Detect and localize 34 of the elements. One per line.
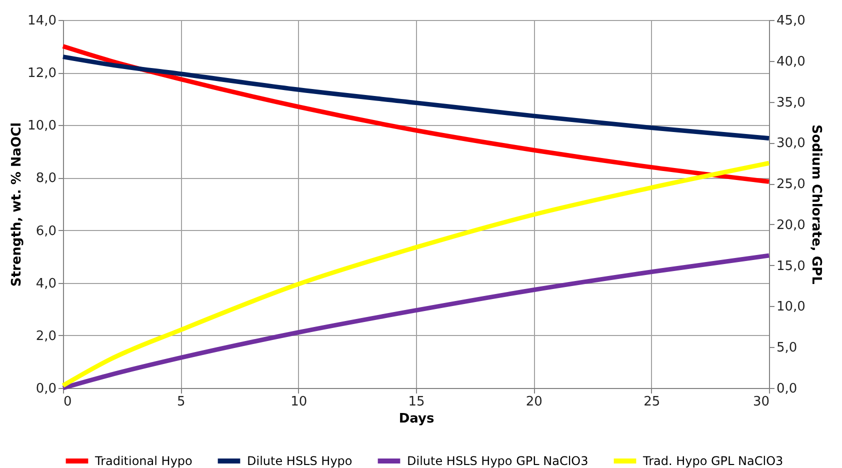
y2-tick-label: 0,0 xyxy=(776,382,798,396)
y2-tick-label: 30,0 xyxy=(776,136,806,152)
y2-tick-label: 5,0 xyxy=(776,340,798,356)
x-tick-label: 30 xyxy=(752,394,770,410)
y-tick-label: 14,0 xyxy=(28,14,56,28)
legend-label: Traditional Hypo xyxy=(94,454,192,468)
y2-axis-title: Sodium Chlorate, GPL xyxy=(808,124,824,284)
legend-label: Dilute HSLS Hypo xyxy=(247,454,352,468)
y2-tick-label: 15,0 xyxy=(776,258,806,274)
y-tick-label: 6,0 xyxy=(36,224,56,239)
x-tick-label: 25 xyxy=(644,394,660,410)
x-tick-label: 20 xyxy=(526,394,542,410)
y-tick-label: 12,0 xyxy=(28,66,56,82)
y2-tick-label: 25,0 xyxy=(776,177,806,192)
y2-tick-label: 45,0 xyxy=(776,14,806,28)
y-tick-label: 0,0 xyxy=(36,382,56,396)
line-series xyxy=(60,44,772,184)
x-tick-label: 5 xyxy=(177,394,186,410)
x-axis-title: Days xyxy=(398,412,434,426)
y2-tick-label: 40,0 xyxy=(776,54,806,70)
y2-tick-label: 10,0 xyxy=(776,300,806,315)
x-tick-label: 10 xyxy=(290,394,308,410)
x-tick-label: 15 xyxy=(408,394,425,410)
line-series xyxy=(60,54,772,141)
y2-tick-label: 35,0 xyxy=(776,95,806,110)
y-tick-label: 2,0 xyxy=(36,328,56,344)
y-tick-label: 10,0 xyxy=(28,118,56,134)
y-tick-label: 8,0 xyxy=(36,171,56,186)
legend-label: Dilute HSLS Hypo GPL NaClO3 xyxy=(407,454,588,468)
y-tick-label: 4,0 xyxy=(36,276,56,292)
y2-tick-label: 20,0 xyxy=(776,218,806,233)
y-axis-title: Strength, wt. % NaOCl xyxy=(10,122,25,287)
x-tick-label: 0 xyxy=(64,394,72,410)
legend-label: Trad. Hypo GPL NaClO3 xyxy=(642,454,784,468)
